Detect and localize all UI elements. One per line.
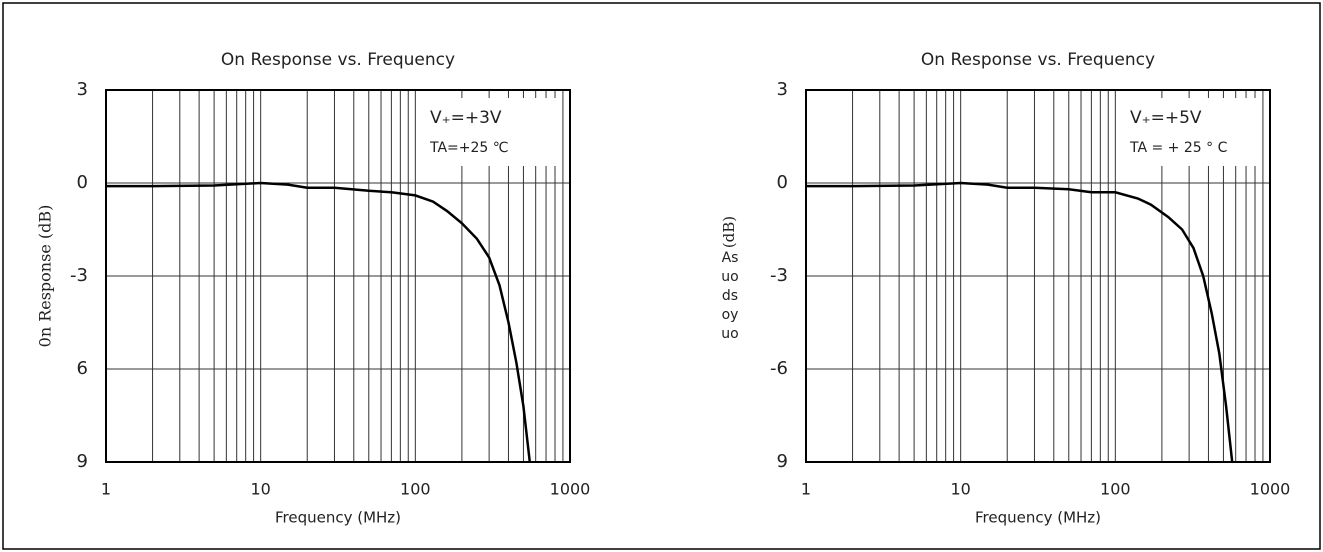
x-tick-label: 10 <box>950 480 970 499</box>
annotation: TA=+25 ℃ <box>429 140 509 156</box>
y-tick-label: 9 <box>77 451 88 472</box>
annotation: V₊=+5V <box>1130 108 1202 128</box>
plot-border <box>805 89 1271 463</box>
line-series <box>106 181 532 463</box>
y-axis-label-part: uo <box>721 326 738 342</box>
y-tick-label: -6 <box>770 358 788 379</box>
x-tick-label: 100 <box>400 480 431 499</box>
y-tick-label: 0 <box>77 172 88 193</box>
plot-border <box>105 89 571 463</box>
x-axis-label: Frequency (MHz) <box>275 509 401 527</box>
y-axis-label-part: uo <box>721 269 738 285</box>
chart-title: On Response vs. Frequency <box>221 50 455 70</box>
y-tick-label: -3 <box>70 265 88 286</box>
y-tick-label: -3 <box>770 265 788 286</box>
y-tick-label: 3 <box>777 79 788 100</box>
y-tick-label: 6 <box>77 358 88 379</box>
line-series <box>806 181 1234 463</box>
annotation-box <box>425 98 560 166</box>
y-axis-label-part: As <box>722 250 739 266</box>
y-tick-label: 0 <box>777 172 788 193</box>
y-axis-label-part: oy <box>722 307 739 323</box>
y-axis-label-part: ds <box>722 288 738 304</box>
x-tick-label: 100 <box>1100 480 1131 499</box>
y-tick-label: 3 <box>77 79 88 100</box>
y-axis-label: (dB) <box>720 216 738 248</box>
x-tick-label: 1 <box>801 480 811 499</box>
x-tick-label: 1000 <box>550 480 591 499</box>
x-tick-label: 1 <box>101 480 111 499</box>
annotation-box <box>1125 98 1260 166</box>
y-tick-label: 9 <box>777 451 788 472</box>
annotation: TA = + 25 ° C <box>1129 140 1228 156</box>
chart-title: On Response vs. Frequency <box>921 50 1155 70</box>
annotation: V₊=+3V <box>430 108 502 128</box>
x-tick-label: 1000 <box>1250 480 1291 499</box>
x-tick-label: 10 <box>250 480 270 499</box>
y-axis-label: 0n Response (dB) <box>36 205 55 348</box>
x-axis-label: Frequency (MHz) <box>975 509 1101 527</box>
